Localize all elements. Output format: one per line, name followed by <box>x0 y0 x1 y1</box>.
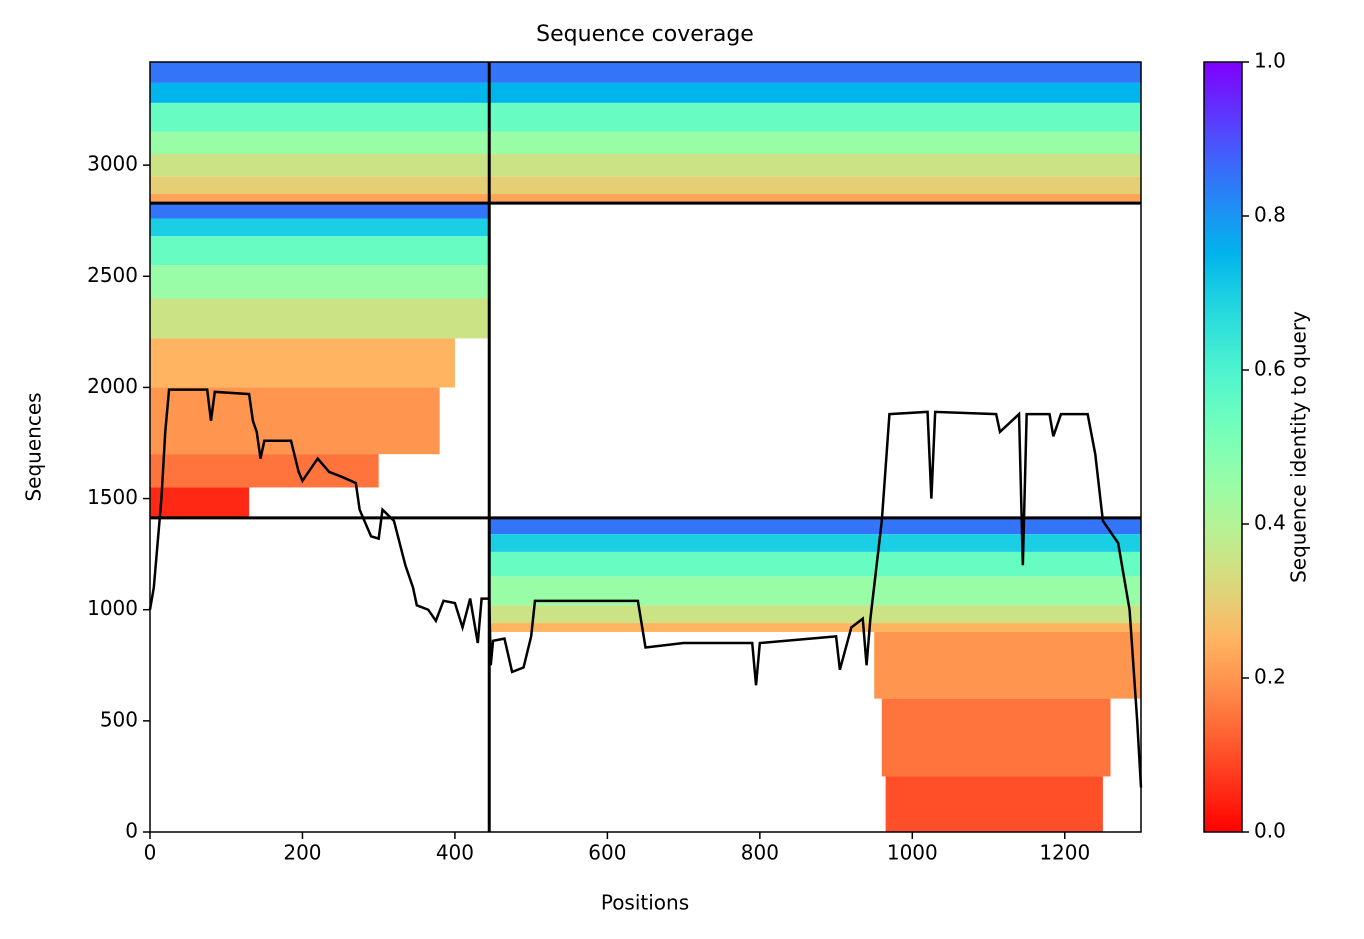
chart-title: Sequence coverage <box>536 22 754 47</box>
coverage-region <box>150 176 1141 195</box>
colorbar-tick-label: 0.6 <box>1254 357 1286 381</box>
coverage-region <box>885 776 1103 832</box>
coverage-region <box>489 534 1141 552</box>
coverage-region <box>489 623 1141 632</box>
coverage-region <box>150 236 490 266</box>
x-tick-label: 800 <box>741 841 779 865</box>
plot-frame <box>149 61 1142 833</box>
y-tick-label: 2500 <box>87 263 138 287</box>
colorbar-tick-label: 0.4 <box>1254 511 1286 535</box>
y-tick-label: 0 <box>125 819 138 843</box>
x-tick-label: 1200 <box>1039 841 1090 865</box>
y-tick-label: 2000 <box>87 374 138 398</box>
coverage-region <box>150 154 1141 177</box>
coverage-region <box>150 387 440 455</box>
colorbar-tick-label: 0.2 <box>1254 665 1286 689</box>
coverage-region <box>150 338 455 388</box>
coverage-region <box>150 218 490 237</box>
coverage-region <box>150 131 1141 155</box>
x-tick-label: 1000 <box>887 841 938 865</box>
coverage-region <box>489 551 1141 577</box>
colorbar-label: Sequence identity to query <box>1287 311 1311 583</box>
coverage-region <box>489 517 1141 535</box>
coverage-region <box>881 698 1111 777</box>
coverage-region <box>150 298 490 339</box>
colorbar <box>1203 61 1243 833</box>
x-tick-label: 200 <box>283 841 321 865</box>
coverage-region <box>874 631 1141 699</box>
coverage-region <box>150 265 490 299</box>
coverage-region <box>150 454 379 488</box>
coverage-region <box>150 82 1141 103</box>
coverage-region <box>150 102 1141 132</box>
y-tick-label: 3000 <box>87 152 138 176</box>
coverage-region <box>150 194 1141 204</box>
y-tick-label: 1500 <box>87 485 138 509</box>
colorbar-tick-label: 0.0 <box>1254 819 1286 843</box>
x-axis-label: Positions <box>601 891 689 915</box>
y-axis-label: Sequences <box>22 392 46 501</box>
y-tick-label: 500 <box>100 707 138 731</box>
x-tick-label: 0 <box>144 841 157 865</box>
x-tick-label: 600 <box>588 841 626 865</box>
y-tick-label: 1000 <box>87 596 138 620</box>
x-tick-label: 400 <box>436 841 474 865</box>
coverage-line <box>148 388 1143 788</box>
coverage-region <box>150 203 490 219</box>
coverage-region <box>489 605 1141 624</box>
coverage-region <box>150 62 1141 83</box>
colorbar-tick-label: 1.0 <box>1254 49 1286 73</box>
colorbar-tick-label: 0.8 <box>1254 203 1286 227</box>
coverage-region <box>150 487 250 518</box>
